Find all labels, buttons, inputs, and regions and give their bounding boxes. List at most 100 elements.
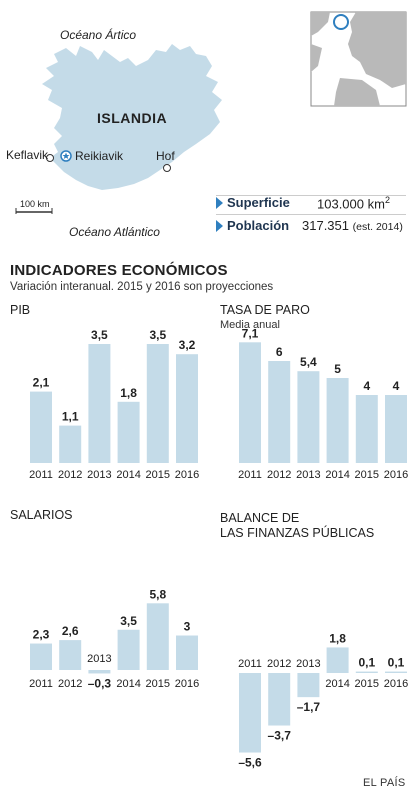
population-label: Población [227, 218, 290, 233]
bar-pib-2014 [117, 401, 140, 463]
value-label-pib-2016: 3,2 [179, 338, 196, 352]
value-label-pib-2011: 2,1 [33, 376, 50, 390]
year-label-paro-2015: 2015 [355, 469, 379, 481]
bar-balance-2015 [355, 671, 378, 673]
population-note: (est. 2014) [352, 221, 403, 233]
value-label-salarios-2012: 2,6 [62, 624, 79, 638]
section-title: INDICADORES ECONÓMICOS [10, 262, 228, 279]
value-label-salarios-2011: 2,3 [33, 628, 50, 642]
bar-balance-2014 [326, 647, 349, 673]
stats-divider-2 [216, 214, 406, 215]
year-label-salarios-2016: 2016 [175, 678, 199, 690]
chart-balance-title-line1: BALANCE DE [220, 511, 300, 525]
value-label-paro-2011: 7,1 [242, 326, 259, 340]
year-label-balance-2014: 2014 [325, 678, 349, 690]
bar-paro-2014 [326, 378, 349, 463]
year-label-balance-2016: 2016 [384, 678, 408, 690]
value-label-balance-2011: –5,6 [238, 756, 262, 770]
bar-salarios-2015 [146, 603, 169, 670]
year-label-salarios-2013: 2013 [87, 653, 111, 665]
ocean-south-label: Océano Atlántico [69, 225, 160, 239]
chart-paro-title: TASA DE PARO [220, 303, 310, 317]
year-label-pib-2011: 2011 [29, 469, 53, 481]
year-label-salarios-2014: 2014 [116, 678, 140, 690]
bar-salarios-2011 [30, 643, 52, 670]
iceland-landmass [42, 44, 222, 190]
bar-paro-2012 [268, 361, 291, 463]
inset-land-africa [334, 78, 380, 106]
area-arrow-icon [216, 197, 223, 209]
city-hof-label: Hof [156, 149, 175, 163]
year-label-salarios-2011: 2011 [29, 678, 53, 690]
bar-pib-2016 [176, 354, 198, 463]
value-label-salarios-2014: 3,5 [120, 614, 137, 628]
year-label-paro-2013: 2013 [296, 469, 320, 481]
year-label-paro-2012: 2012 [267, 469, 291, 481]
bar-balance-2013 [297, 673, 320, 698]
inset-land-greenland [311, 12, 330, 36]
year-label-salarios-2012: 2012 [58, 678, 82, 690]
value-label-salarios-2013: –0,3 [88, 676, 112, 690]
value-label-balance-2015: 0,1 [358, 656, 375, 670]
scale-label: 100 km [20, 199, 50, 209]
city-keflavik-label: Keflavik [6, 148, 49, 162]
bar-pib-2011 [30, 391, 52, 463]
value-label-paro-2016: 4 [393, 379, 400, 393]
chart-balance-title-line2: LAS FINANZAS PÚBLICAS [220, 526, 375, 540]
value-label-salarios-2016: 3 [184, 620, 191, 634]
bar-balance-2011 [239, 673, 261, 753]
ocean-north-label: Océano Ártico [60, 28, 137, 42]
value-label-pib-2012: 1,1 [62, 410, 79, 424]
bar-balance-2016 [385, 671, 407, 673]
inset-highlight-circle [333, 14, 349, 30]
bar-paro-2013 [297, 371, 320, 463]
city-capital-label: Reikiavik [75, 149, 124, 163]
chart-pib-title: PIB [10, 303, 31, 317]
iceland-map [15, 11, 407, 214]
year-label-pib-2015: 2015 [146, 469, 170, 481]
area-value: 103.000 km [317, 196, 385, 212]
area-label: Superficie [227, 195, 290, 210]
year-label-paro-2014: 2014 [325, 469, 349, 481]
year-label-balance-2015: 2015 [355, 678, 379, 690]
year-label-paro-2016: 2016 [384, 469, 408, 481]
area-unit-superscript: 2 [384, 195, 390, 205]
inset-land-americas [311, 44, 322, 72]
value-label-salarios-2015: 5,8 [149, 587, 166, 601]
year-label-balance-2013: 2013 [296, 658, 320, 670]
bar-pib-2012 [59, 425, 82, 463]
value-label-pib-2014: 1,8 [120, 386, 137, 400]
bar-paro-2015 [355, 395, 378, 463]
keflavik-marker [46, 154, 54, 162]
value-label-paro-2015: 4 [363, 379, 370, 393]
bar-salarios-2012 [59, 640, 82, 670]
value-label-paro-2012: 6 [276, 345, 283, 359]
year-label-balance-2012: 2012 [267, 658, 291, 670]
value-label-pib-2013: 3,5 [91, 328, 108, 342]
year-label-pib-2013: 2013 [87, 469, 111, 481]
stats-divider [216, 195, 406, 196]
capital-star-icon [62, 152, 70, 159]
bar-balance-2012 [268, 673, 291, 726]
chart-paro-subtitle: Media anual [220, 319, 280, 331]
credit-label: EL PAÍS [363, 777, 406, 789]
value-label-paro-2014: 5 [334, 362, 341, 376]
value-label-paro-2013: 5,4 [300, 355, 317, 369]
value-label-balance-2014: 1,8 [329, 631, 346, 645]
bar-salarios-2016 [176, 635, 198, 670]
bar-pib-2013 [88, 344, 111, 463]
year-label-pib-2016: 2016 [175, 469, 199, 481]
section-subtitle: Variación interanual. 2015 y 2016 son pr… [10, 281, 274, 293]
value-label-pib-2015: 3,5 [149, 328, 166, 342]
year-label-balance-2011: 2011 [238, 658, 262, 670]
year-label-salarios-2015: 2015 [146, 678, 170, 690]
value-label-balance-2013: –1,7 [297, 700, 321, 714]
inset-land-europe [348, 12, 406, 88]
population-value-wrap: 317.351 (est. 2014) [302, 218, 403, 233]
country-label: ISLANDIA [97, 110, 168, 126]
inset-locator-map [310, 11, 407, 107]
population-arrow-icon [216, 220, 223, 232]
year-label-paro-2011: 2011 [238, 469, 262, 481]
year-label-pib-2014: 2014 [116, 469, 140, 481]
